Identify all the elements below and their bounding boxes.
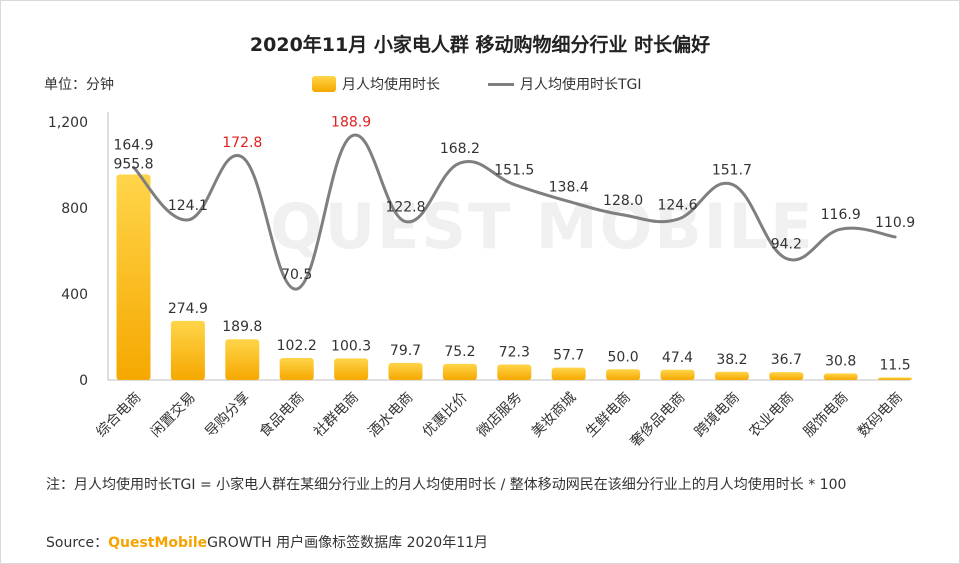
source-line: Source：QuestMobileGROWTH 用户画像标签数据库 2020年… [46,532,488,552]
watermark: QUEST MOBILE [270,190,815,263]
unit-label: 单位：分钟 [44,77,114,93]
tgi-value-label: 110.9 [875,215,915,231]
bar-value-label: 36.7 [771,352,802,368]
legend-bar-label: 月人均使用时长 [342,77,440,93]
category-label: 农业电商 [746,390,797,441]
bar-value-label: 47.4 [662,350,693,366]
bar [279,358,314,380]
tgi-series-line [132,133,897,291]
legend-line-label: 月人均使用时长TGI [520,77,642,93]
bar [823,373,858,380]
bar-value-label: 102.2 [277,338,317,354]
category-label: 微店服务 [474,390,525,441]
tgi-value-label: 172.8 [222,135,262,151]
y-tick-label: 0 [79,373,88,389]
legend-line-swatch [488,82,514,86]
tgi-value-label: 116.9 [821,207,861,223]
tgi-value-label: 138.4 [549,179,589,195]
category-label: 导购分享 [202,389,254,441]
tgi-value-label: 151.5 [494,163,534,179]
category-label: 服饰电商 [801,390,852,441]
tgi-value-label: 94.2 [771,236,802,252]
tgi-value-label: 128.0 [603,193,643,209]
bar [769,372,804,380]
category-label: 优惠比价 [420,390,471,441]
tgi-value-label: 124.1 [168,198,208,214]
bar [714,371,749,380]
y-tick-label: 400 [61,287,88,303]
category-label: 奢侈品电商 [628,390,689,451]
bar-value-label: 955.8 [113,157,153,173]
bar [660,369,695,380]
category-label: 跨境电商 [692,390,743,441]
source-brand: QuestMobile [108,535,208,551]
category-label: 闲置交易 [147,389,199,441]
y-tick-label: 800 [61,201,88,217]
category-label: 社群电商 [311,390,362,441]
tgi-value-label: 70.5 [281,267,312,283]
bar [334,358,369,380]
bar [497,364,532,380]
tgi-value-label: 188.9 [331,114,371,130]
source-prefix: Source： [46,535,109,551]
source-text: GROWTH 用户画像标签数据库 2020年11月 [207,535,489,551]
bar [170,320,205,380]
bar [878,377,913,380]
y-tick-label: 1,200 [48,115,88,131]
bar-value-label: 57.7 [553,348,584,364]
bar-value-label: 100.3 [331,338,371,354]
bar [551,367,586,380]
tgi-value-label: 124.6 [657,197,697,213]
bar-value-label: 72.3 [499,344,530,360]
legend-bar-entry: 月人均使用时长 [312,74,440,94]
tgi-value-label: 122.8 [385,200,425,216]
bar [116,174,151,380]
bar-value-label: 50.0 [608,349,639,365]
bar-value-label: 75.2 [444,344,475,360]
bar-value-label: 11.5 [880,358,911,374]
bar-value-label: 274.9 [168,301,208,317]
bar-value-label: 189.8 [222,319,262,335]
footnote: 注：月人均使用时长TGI = 小家电人群在某细分行业上的月人均使用时长 / 整体… [46,477,847,493]
category-label: 生鲜电商 [583,390,634,441]
legend-bar-swatch [312,76,336,92]
bar-value-label: 30.8 [825,353,856,369]
bar [225,339,260,380]
category-label: 数码电商 [855,390,906,441]
category-label: 食品电商 [256,389,308,441]
tgi-value-label: 168.2 [440,141,480,157]
tgi-value-label: 164.9 [113,137,153,153]
category-label: 美妆商城 [529,390,580,441]
category-label: 酒水电商 [365,390,416,441]
bar [606,369,641,380]
chart-title: 2020年11月 小家电人群 移动购物细分行业 时长偏好 [249,34,711,56]
bar [442,363,477,380]
category-label: 综合电商 [93,390,144,441]
bar-value-label: 79.7 [390,343,421,359]
legend-line-entry: 月人均使用时长TGI [488,74,642,94]
bar-value-label: 38.2 [716,352,747,368]
tgi-value-label: 151.7 [712,162,752,178]
bar [388,362,423,380]
